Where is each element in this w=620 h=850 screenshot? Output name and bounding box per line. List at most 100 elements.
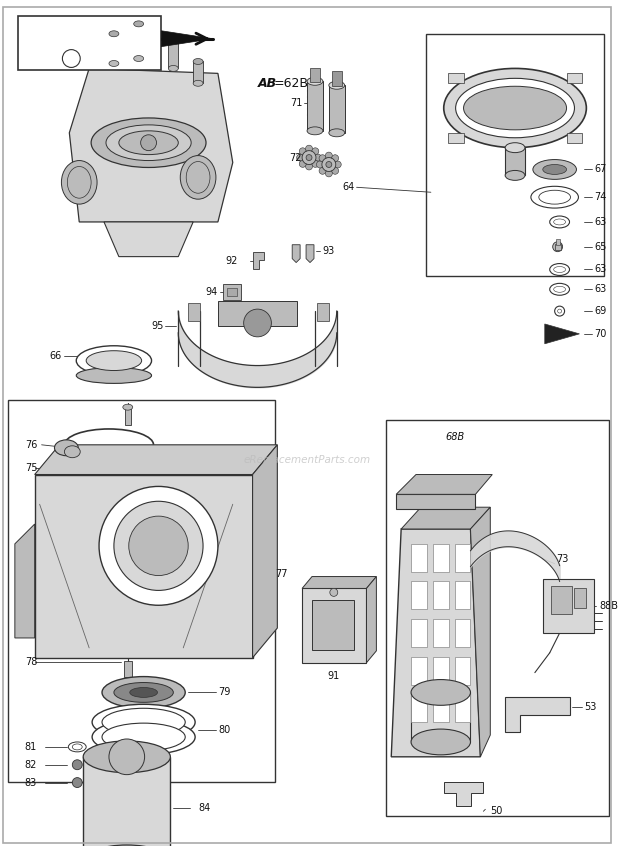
Ellipse shape	[130, 688, 157, 697]
Bar	[329, 85, 345, 133]
Polygon shape	[302, 588, 366, 663]
Bar	[396, 495, 476, 509]
Bar	[555, 244, 560, 250]
Text: 83: 83	[25, 778, 37, 788]
Polygon shape	[15, 524, 35, 638]
Circle shape	[330, 588, 338, 597]
Circle shape	[306, 155, 312, 161]
Bar	[505, 148, 525, 175]
Bar	[332, 71, 342, 86]
Ellipse shape	[307, 127, 323, 135]
Circle shape	[299, 148, 306, 155]
Circle shape	[312, 161, 319, 167]
Bar	[433, 581, 449, 609]
Text: 65: 65	[595, 241, 606, 252]
Ellipse shape	[531, 186, 578, 208]
Circle shape	[114, 502, 203, 591]
Bar	[83, 756, 170, 850]
Circle shape	[332, 155, 339, 162]
Ellipse shape	[169, 37, 179, 43]
Ellipse shape	[505, 171, 525, 180]
Bar	[411, 544, 427, 571]
Bar	[448, 133, 464, 143]
Ellipse shape	[539, 190, 570, 204]
Polygon shape	[252, 252, 265, 269]
Text: 95: 95	[151, 321, 164, 331]
Text: 69: 69	[595, 306, 606, 316]
Circle shape	[73, 778, 82, 787]
Circle shape	[332, 167, 339, 174]
Bar	[567, 133, 582, 143]
Circle shape	[314, 154, 321, 161]
Ellipse shape	[68, 742, 86, 752]
Text: eReplacementParts.com: eReplacementParts.com	[244, 455, 371, 465]
Polygon shape	[104, 222, 193, 257]
Text: 75: 75	[25, 462, 37, 473]
Bar	[193, 61, 203, 83]
Ellipse shape	[102, 708, 185, 736]
Polygon shape	[366, 576, 376, 663]
Bar	[411, 657, 427, 684]
Text: 81: 81	[25, 742, 37, 752]
Bar	[218, 301, 297, 326]
Polygon shape	[302, 576, 376, 588]
Ellipse shape	[533, 160, 577, 179]
Text: 76: 76	[25, 439, 37, 450]
Text: 80: 80	[218, 725, 230, 735]
Ellipse shape	[68, 167, 91, 198]
Ellipse shape	[411, 679, 471, 706]
Bar	[433, 694, 449, 722]
Text: 84: 84	[198, 803, 210, 813]
Bar	[411, 694, 427, 722]
Bar	[556, 239, 560, 245]
Text: 92: 92	[225, 256, 237, 265]
Circle shape	[316, 161, 324, 168]
Ellipse shape	[505, 143, 525, 153]
Polygon shape	[391, 529, 481, 756]
Ellipse shape	[193, 59, 203, 65]
Circle shape	[326, 162, 332, 167]
Circle shape	[306, 163, 312, 170]
Bar	[18, 16, 161, 71]
Text: 63: 63	[595, 284, 606, 294]
Ellipse shape	[64, 445, 80, 457]
Ellipse shape	[186, 162, 210, 193]
Ellipse shape	[180, 156, 216, 199]
Polygon shape	[292, 245, 300, 263]
Text: 50: 50	[490, 807, 503, 816]
Text: 71: 71	[290, 98, 302, 108]
Ellipse shape	[73, 744, 82, 750]
Ellipse shape	[329, 129, 345, 137]
Text: 72: 72	[290, 152, 302, 162]
Polygon shape	[396, 474, 492, 495]
Circle shape	[312, 148, 319, 155]
Bar	[386, 420, 609, 816]
Bar	[433, 544, 449, 571]
Bar	[433, 657, 449, 684]
Ellipse shape	[76, 367, 151, 383]
Text: TEST LABEL: TEST LABEL	[34, 30, 144, 48]
Bar	[454, 581, 471, 609]
Bar	[317, 303, 329, 321]
Bar	[454, 657, 471, 684]
Circle shape	[109, 739, 144, 774]
Text: 82: 82	[25, 760, 37, 770]
Ellipse shape	[169, 65, 179, 71]
Text: =62B: =62B	[273, 76, 308, 90]
Circle shape	[319, 155, 326, 162]
Bar	[575, 588, 587, 609]
Bar	[307, 82, 323, 131]
Bar	[8, 400, 275, 781]
Ellipse shape	[329, 82, 345, 89]
Text: 70: 70	[595, 329, 606, 339]
Polygon shape	[69, 69, 232, 222]
Circle shape	[141, 135, 156, 150]
Bar	[454, 619, 471, 647]
Circle shape	[129, 516, 188, 575]
Ellipse shape	[550, 264, 570, 275]
Text: 91: 91	[327, 671, 340, 681]
Circle shape	[326, 170, 332, 177]
Polygon shape	[505, 697, 570, 732]
Ellipse shape	[106, 125, 191, 161]
Ellipse shape	[109, 60, 119, 66]
